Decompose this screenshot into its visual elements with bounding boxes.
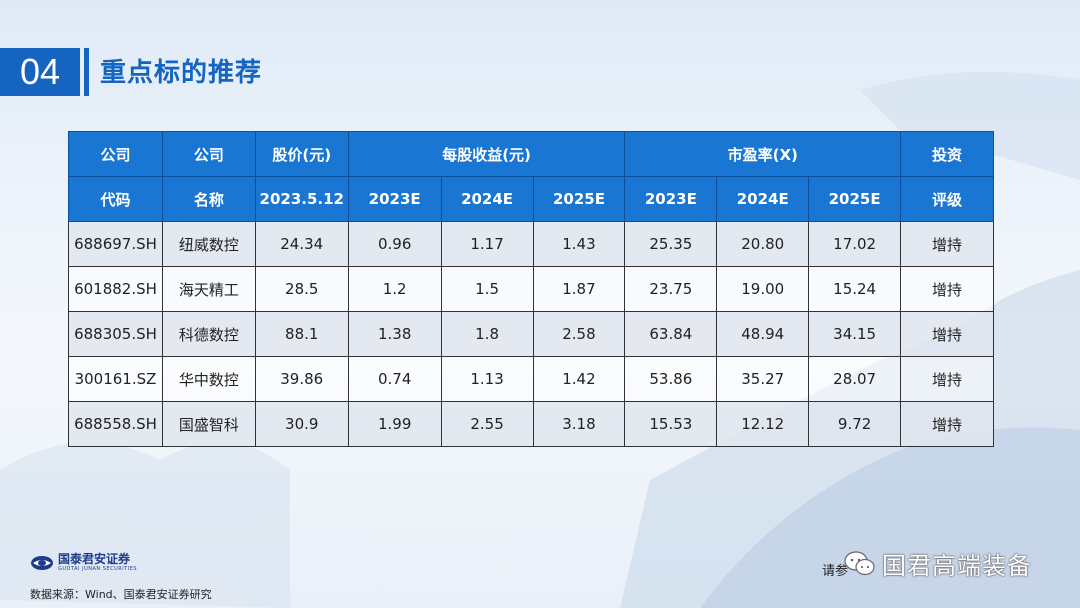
col-eps-header: 每股收益(元) bbox=[347, 131, 626, 177]
guotai-junan-logo-icon bbox=[31, 555, 53, 570]
company-name: 科德数控 bbox=[161, 311, 256, 357]
rating: 增持 bbox=[900, 311, 994, 357]
rating: 增持 bbox=[900, 401, 994, 447]
company-name: 海天精工 bbox=[161, 266, 256, 312]
eps-value: 3.18 bbox=[532, 401, 626, 447]
stock-price: 24.34 bbox=[254, 221, 349, 267]
eps-value: 1.5 bbox=[440, 266, 534, 312]
table-row: 688697.SH 纽威数控 24.34 0.96 1.17 1.43 25.3… bbox=[68, 221, 994, 267]
data-source-note: 数据来源：Wind、国泰君安证券研究 bbox=[30, 588, 212, 601]
eps-year-header: 2025E bbox=[532, 176, 626, 222]
col-name-subheader: 名称 bbox=[161, 176, 256, 222]
eps-value: 1.2 bbox=[347, 266, 442, 312]
recommendation-table: 公司 公司 股价(元) 每股收益(元) 市盈率(X) 投资 代码 名称 2023… bbox=[68, 131, 994, 447]
stock-code: 688697.SH bbox=[68, 221, 163, 267]
stock-price: 28.5 bbox=[254, 266, 349, 312]
stock-price: 88.1 bbox=[254, 311, 349, 357]
rating: 增持 bbox=[900, 266, 994, 312]
col-pe-header: 市盈率(X) bbox=[624, 131, 902, 177]
company-logo: 国泰君安证券 GUOTAI JUNAN SECURITIES bbox=[30, 553, 137, 572]
eps-value: 1.87 bbox=[532, 266, 626, 312]
stock-price: 30.9 bbox=[254, 401, 349, 447]
table-row: 688305.SH 科德数控 88.1 1.38 1.8 2.58 63.84 … bbox=[68, 311, 994, 357]
eps-value: 1.42 bbox=[532, 356, 626, 402]
eps-value: 0.96 bbox=[347, 221, 442, 267]
eps-value: 2.55 bbox=[440, 401, 534, 447]
col-rating-header: 投资 bbox=[900, 131, 994, 177]
pe-value: 35.27 bbox=[716, 356, 810, 402]
eps-value: 1.13 bbox=[440, 356, 534, 402]
stock-code: 688305.SH bbox=[68, 311, 163, 357]
col-code-header: 公司 bbox=[68, 131, 163, 177]
rating: 增持 bbox=[900, 356, 994, 402]
stock-code: 300161.SZ bbox=[68, 356, 163, 402]
pe-year-header: 2025E bbox=[808, 176, 902, 222]
stock-price: 39.86 bbox=[254, 356, 349, 402]
company-name: 华中数控 bbox=[161, 356, 256, 402]
pe-value: 9.72 bbox=[808, 401, 902, 447]
pe-value: 15.24 bbox=[808, 266, 902, 312]
eps-value: 1.99 bbox=[347, 401, 442, 447]
pe-value: 23.75 bbox=[624, 266, 718, 312]
pe-value: 19.00 bbox=[716, 266, 810, 312]
pe-value: 34.15 bbox=[808, 311, 902, 357]
eps-value: 1.8 bbox=[440, 311, 534, 357]
col-price-date: 2023.5.12 bbox=[254, 176, 349, 222]
pe-value: 20.80 bbox=[716, 221, 810, 267]
table-row: 601882.SH 海天精工 28.5 1.2 1.5 1.87 23.75 1… bbox=[68, 266, 994, 312]
col-code-subheader: 代码 bbox=[68, 176, 163, 222]
table-row: 300161.SZ 华中数控 39.86 0.74 1.13 1.42 53.8… bbox=[68, 356, 994, 402]
eps-year-header: 2024E bbox=[440, 176, 534, 222]
col-rating-subheader: 评级 bbox=[900, 176, 994, 222]
pe-value: 15.53 bbox=[624, 401, 718, 447]
pe-value: 12.12 bbox=[716, 401, 810, 447]
col-name-header: 公司 bbox=[161, 131, 256, 177]
pe-year-header: 2023E bbox=[624, 176, 718, 222]
stock-code: 601882.SH bbox=[68, 266, 163, 312]
table-subheader-row: 代码 名称 2023.5.12 2023E 2024E 2025E 2023E … bbox=[68, 176, 994, 222]
rating: 增持 bbox=[900, 221, 994, 267]
logo-chinese-name: 国泰君安证券 bbox=[58, 552, 131, 566]
wechat-icon bbox=[844, 550, 875, 575]
wechat-watermark: 国君高端装备 bbox=[844, 546, 1032, 581]
disclaimer-notice: 请参 bbox=[822, 564, 849, 579]
pe-value: 17.02 bbox=[808, 221, 902, 267]
table-row: 688558.SH 国盛智科 30.9 1.99 2.55 3.18 15.53… bbox=[68, 401, 994, 447]
pe-value: 25.35 bbox=[624, 221, 718, 267]
watermark-text: 国君高端装备 bbox=[882, 552, 1032, 580]
table-header-row: 公司 公司 股价(元) 每股收益(元) 市盈率(X) 投资 bbox=[68, 131, 994, 177]
eps-year-header: 2023E bbox=[347, 176, 442, 222]
pe-value: 53.86 bbox=[624, 356, 718, 402]
stock-code: 688558.SH bbox=[68, 401, 163, 447]
eps-value: 1.38 bbox=[347, 311, 442, 357]
logo-english-name: GUOTAI JUNAN SECURITIES bbox=[58, 566, 138, 572]
eps-value: 1.17 bbox=[440, 221, 534, 267]
company-name: 国盛智科 bbox=[161, 401, 256, 447]
col-price-header: 股价(元) bbox=[254, 131, 349, 177]
pe-value: 48.94 bbox=[716, 311, 810, 357]
company-name: 纽威数控 bbox=[161, 221, 256, 267]
pe-year-header: 2024E bbox=[716, 176, 810, 222]
eps-value: 2.58 bbox=[532, 311, 626, 357]
section-number-badge: 04 bbox=[0, 48, 80, 96]
eps-value: 1.43 bbox=[532, 221, 626, 267]
pe-value: 28.07 bbox=[808, 356, 902, 402]
pe-value: 63.84 bbox=[624, 311, 718, 357]
eps-value: 0.74 bbox=[347, 356, 442, 402]
title-divider bbox=[84, 48, 89, 96]
page-title: 重点标的推荐 bbox=[100, 58, 263, 88]
